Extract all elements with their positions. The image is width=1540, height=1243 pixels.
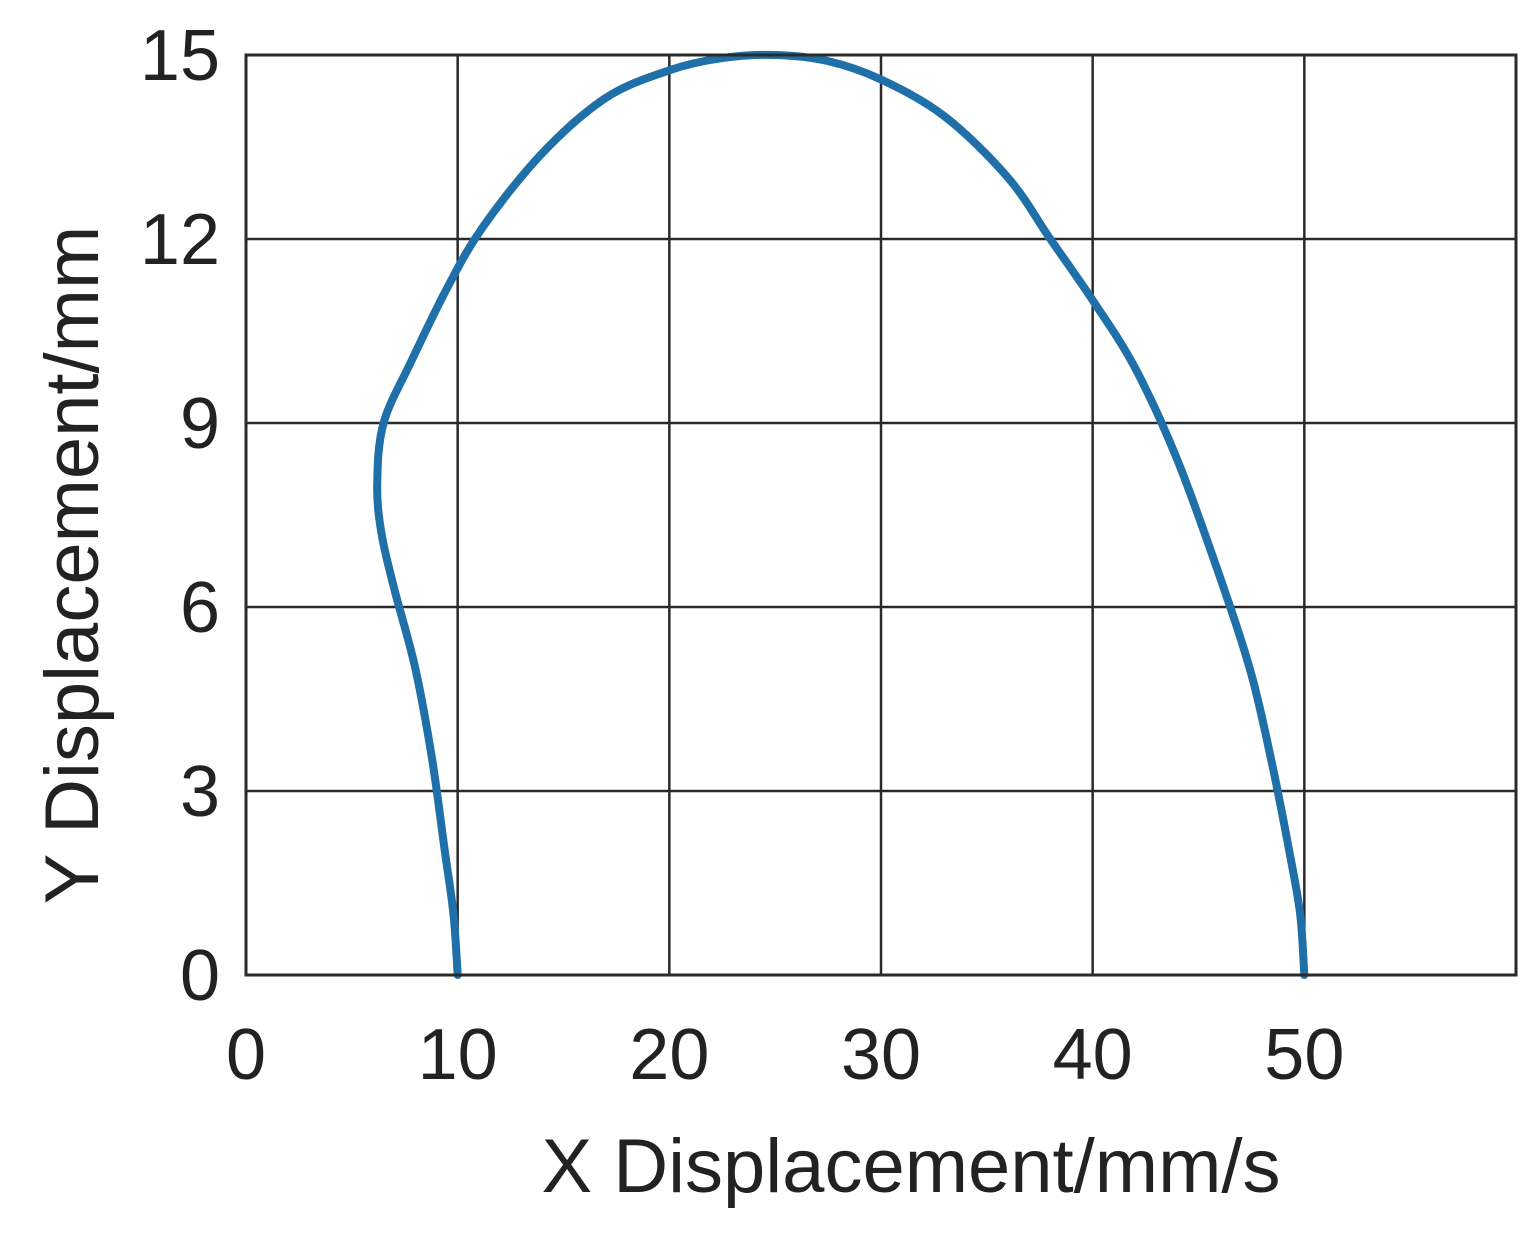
x-tick-label: 0 (226, 1015, 266, 1095)
y-tick-label: 15 (140, 16, 220, 96)
x-tick-label: 40 (1053, 1015, 1133, 1095)
x-axis-title: X Displacement/mm/s (541, 1124, 1280, 1209)
y-tick-labels: 0 3 6 9 12 15 (140, 16, 220, 1016)
x-tick-labels: 0 10 20 30 40 50 (226, 1015, 1344, 1095)
y-tick-label: 9 (180, 384, 220, 464)
series-layer (373, 50, 1309, 979)
x-tick-label: 10 (418, 1015, 498, 1095)
grid-lines (244, 53, 1518, 977)
y-axis-title: Y Displacement/mm (30, 226, 115, 905)
x-tick-label: 20 (629, 1015, 709, 1095)
y-tick-label: 6 (180, 568, 220, 648)
y-tick-label: 12 (140, 200, 220, 280)
x-tick-label: 50 (1264, 1015, 1344, 1095)
series-line (373, 50, 1309, 979)
plot-frame (244, 53, 1518, 977)
y-tick-label: 3 (180, 752, 220, 832)
y-tick-label: 0 (180, 936, 220, 1016)
x-tick-label: 30 (841, 1015, 921, 1095)
